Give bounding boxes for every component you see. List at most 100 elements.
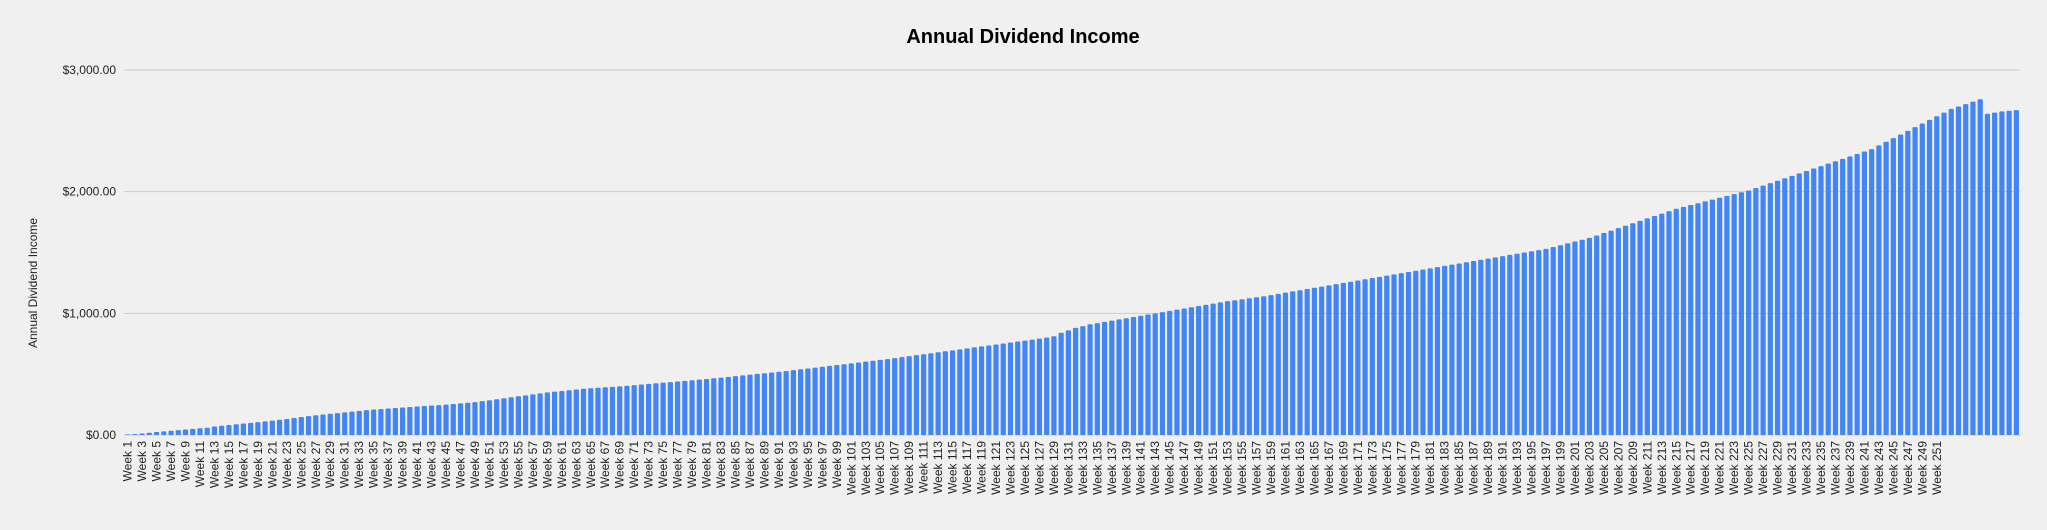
bar [1608,230,1614,435]
bar [776,371,782,435]
bar [1420,269,1426,435]
x-tick-label: Week 179 [1409,441,1423,495]
bar [1955,106,1962,435]
x-tick-label: Week 15 [222,441,236,488]
bar [1029,339,1035,435]
x-tick-label: Week 247 [1901,441,1915,495]
bar [769,372,775,435]
bar [819,366,825,435]
bar [421,406,427,435]
bar [1912,127,1918,435]
x-tick-label: Week 125 [1018,441,1032,495]
bar [371,409,377,435]
x-tick-label: Week 245 [1886,441,1900,495]
bar [2006,110,2012,435]
x-tick-label: Week 173 [1365,441,1379,495]
bar [1586,237,1593,435]
x-tick-label: Week 161 [1278,441,1292,495]
bar [660,382,666,435]
bar [747,374,753,435]
x-tick-label: Week 5 [150,441,164,482]
bar [1138,315,1144,435]
bar [233,424,239,435]
x-tick-label: Week 153 [1221,441,1235,495]
x-tick-label: Week 187 [1467,441,1481,495]
x-tick-label: Week 21 [265,441,279,488]
bar [523,395,529,435]
bar [1427,268,1433,435]
x-tick-label: Week 139 [1119,441,1133,495]
x-tick-label: Week 51 [482,441,496,488]
bar [414,406,420,435]
bar [1615,228,1621,435]
bar [1876,145,1882,435]
x-tick-label: Week 117 [960,441,974,494]
bar [740,375,746,435]
bar [472,402,478,435]
bar [1499,256,1506,435]
bar [1326,285,1332,435]
bar [1094,323,1100,435]
bar [457,403,464,435]
bar [219,425,225,435]
bar [1572,241,1578,435]
bar [146,432,152,435]
x-tick-label: Week 47 [454,441,468,488]
bar [182,429,189,435]
bar [1550,247,1556,435]
bar [276,419,283,435]
x-tick-label: Week 31 [338,441,352,488]
x-tick-label: Week 103 [859,441,873,495]
x-tick-label: Week 95 [801,441,815,488]
bar [1818,166,1824,435]
x-tick-label: Week 205 [1597,441,1611,495]
bar [262,421,268,435]
bars [125,99,2019,436]
bar [1224,301,1231,435]
bar [334,413,341,435]
bar [1970,101,1976,435]
x-tick-label: Week 209 [1626,441,1640,495]
x-tick-label: Week 219 [1698,441,1712,495]
x-tick-label: Week 201 [1568,441,1582,495]
bar [595,387,601,435]
x-tick-label: Week 111 [917,441,931,493]
x-tick-label: Week 1 [121,441,135,482]
bar [1282,292,1289,435]
bar [580,388,587,435]
bar [1463,262,1470,435]
x-tick-label: Week 17 [236,441,250,488]
bar [190,428,196,435]
bar [1333,284,1339,435]
x-tick-label: Week 181 [1423,441,1437,495]
bar [1811,168,1817,436]
bar [1738,192,1744,435]
bar [1905,130,1911,436]
bar [1963,104,1969,436]
bar [826,365,833,435]
bar [1601,233,1607,435]
bar [153,431,160,435]
x-tick-label: Week 85 [728,441,742,488]
x-tick-label: Week 203 [1582,441,1596,495]
bar [1051,336,1057,435]
bar [1746,190,1752,435]
bar [703,379,710,435]
x-tick-label: Week 89 [757,441,771,488]
bar [1557,245,1564,435]
x-tick-label: Week 7 [164,441,178,482]
bar [1767,183,1773,435]
bar [1897,134,1904,435]
bar [1456,263,1462,435]
bar [1659,213,1665,435]
bar [942,351,948,435]
bar [515,396,522,435]
x-tick-label: Week 93 [786,441,800,488]
bar [1434,267,1441,435]
y-axis-label: Annual Dividend Income [26,218,40,348]
bar [298,416,304,435]
bar [609,386,616,435]
bar [1036,338,1043,435]
bar [1622,225,1629,435]
